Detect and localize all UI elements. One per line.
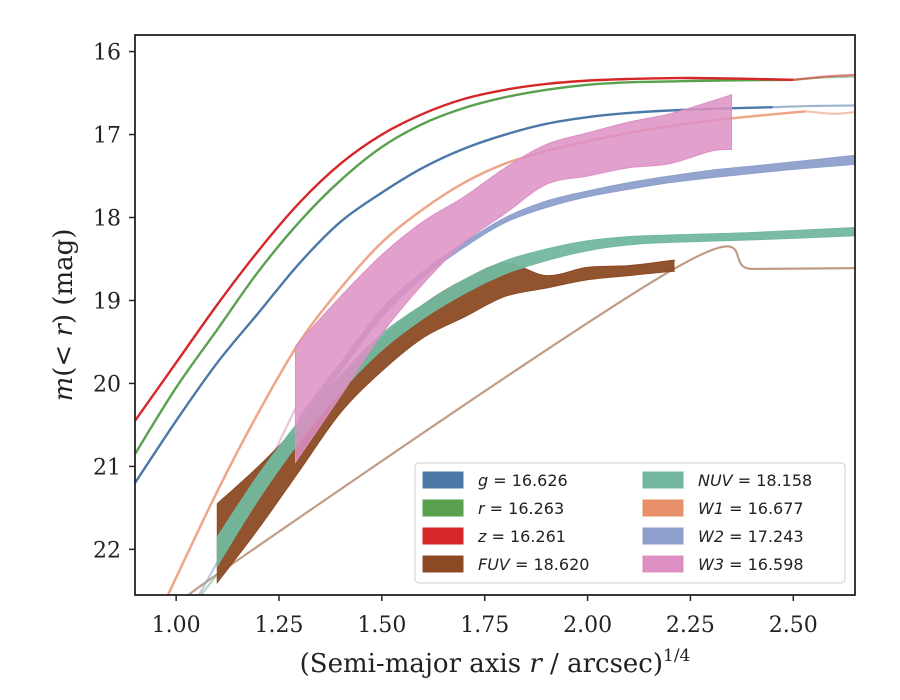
- legend-label-3: FUV = 18.620: [478, 555, 589, 574]
- y-tick-label-2: 18: [93, 207, 121, 232]
- x-tick-label-1: 1.25: [255, 613, 304, 638]
- y-tick-label-6: 22: [93, 538, 121, 563]
- series-2-extension: [793, 73, 855, 81]
- legend: g = 16.626 r = 16.263 z = 16.261 FUV = 18.6…: [414, 462, 846, 584]
- x-tick-label-0: 1.00: [152, 613, 201, 638]
- series-3-extension: [186, 245, 855, 595]
- legend-label-6: W2 = 17.243: [698, 527, 804, 546]
- axes-frame: [134, 34, 856, 596]
- series-0-line: [135, 105, 773, 484]
- y-tick-label-5: 21: [93, 455, 121, 480]
- x-tick-label-4: 2.00: [563, 613, 612, 638]
- x-tick-label-2: 1.50: [357, 613, 406, 638]
- y-tick-label-1: 17: [93, 124, 121, 149]
- x-tick-label-6: 2.50: [769, 613, 818, 638]
- legend-label-4: NUV = 18.158: [698, 471, 812, 490]
- series-0-extension: [772, 104, 855, 109]
- y-tick-label-4: 20: [93, 372, 121, 397]
- x-tick-label-5: 2.25: [666, 613, 715, 638]
- legend-swatch-4: [642, 471, 684, 489]
- y-tick-label-0: 16: [93, 41, 121, 66]
- axes: 1.00 1.25 1.50 1.75 2.00 2.25 2.50 16 17 18 19 20 21…: [49, 34, 856, 679]
- series-6-band: [299, 154, 855, 427]
- series-5-extension: [805, 110, 855, 115]
- legend-label-1: r = 16.263: [478, 499, 564, 518]
- series-4-extension: [199, 573, 219, 595]
- y-axis-label: m(< r) (mag): [49, 229, 79, 402]
- legend-swatch-2: [422, 527, 464, 545]
- legend-swatch-6: [642, 527, 684, 545]
- x-tick-label-3: 1.75: [460, 613, 509, 638]
- legend-swatch-7: [642, 555, 684, 573]
- legend-swatch-1: [422, 499, 464, 517]
- legend-label-5: W1 = 16.677: [698, 499, 804, 518]
- legend-label-0: g = 16.626: [478, 471, 568, 490]
- legend-swatch-0: [422, 471, 464, 489]
- plot-area: [135, 73, 855, 595]
- legend-swatch-5: [642, 499, 684, 517]
- y-tick-label-3: 19: [93, 289, 121, 314]
- legend-box: [414, 462, 846, 584]
- series-7-band: [294, 94, 733, 464]
- legend-label-2: z = 16.261: [477, 527, 566, 546]
- series-1-line: [135, 78, 794, 455]
- legend-swatch-3: [422, 555, 464, 573]
- legend-label-7: W3 = 16.598: [698, 555, 804, 574]
- x-axis-label: (Semi-major axis r / arcsec)1/4: [300, 646, 691, 679]
- series-2-line: [135, 76, 794, 422]
